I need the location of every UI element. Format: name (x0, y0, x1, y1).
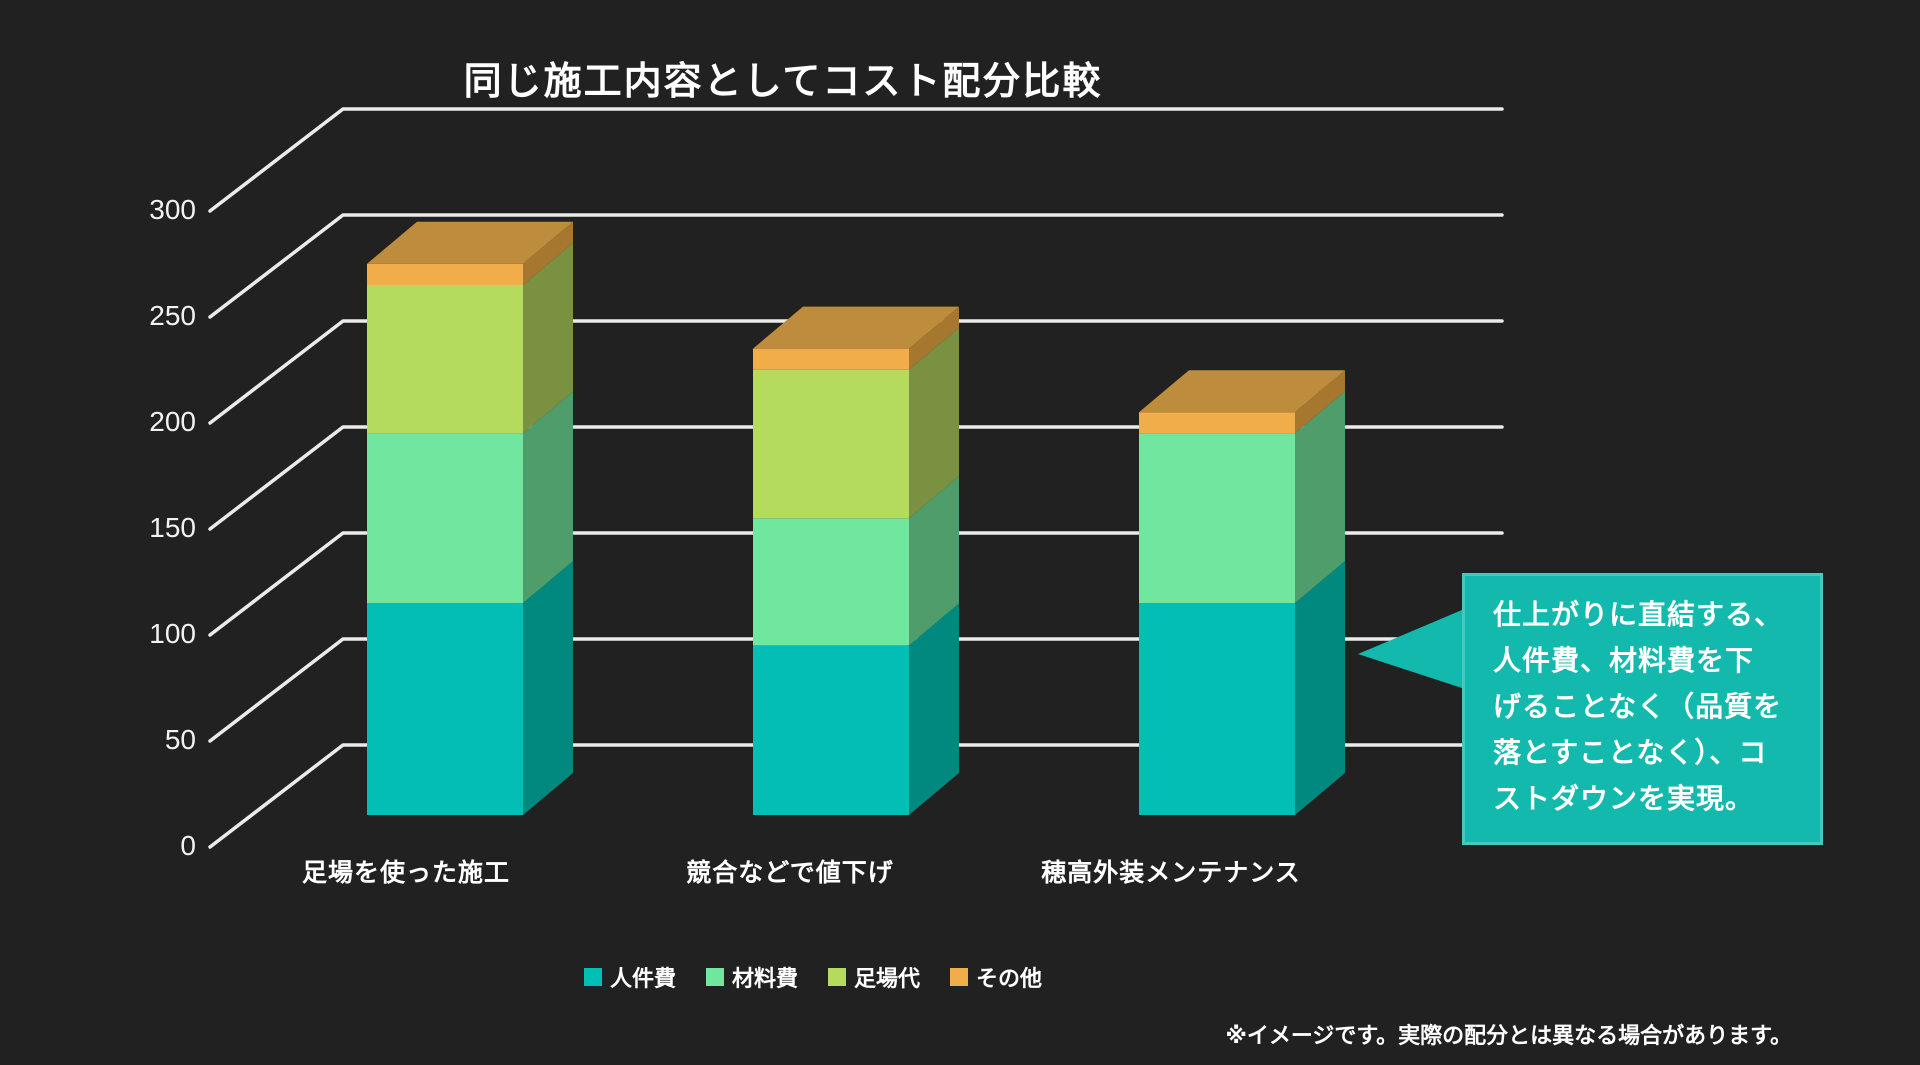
y-tick-label: 200 (149, 406, 196, 437)
legend-label: 人件費 (610, 966, 677, 991)
legend: 人件費 材料費 足場代 その他 (584, 961, 1042, 993)
legend-label: 足場代 (854, 966, 921, 991)
callout-text-line: ストダウンを実現。 (1493, 783, 1755, 814)
legend-label: その他 (976, 966, 1043, 991)
footnote: ※イメージです。実際の配分とは異なる場合があります。 (1225, 1023, 1792, 1048)
legend-item: その他 (950, 961, 1042, 993)
legend-swatch-icon (828, 968, 847, 986)
chart-title: 同じ施工内容としてコスト配分比較 (463, 61, 1103, 103)
y-tick-label: 300 (149, 194, 196, 225)
legend-label: 材料費 (732, 966, 799, 991)
legend-swatch-icon (950, 968, 969, 986)
callout-text-line: 仕上がりに直結する、 (1493, 599, 1784, 630)
legend-item: 人件費 (584, 961, 676, 993)
legend-swatch-icon (706, 968, 725, 986)
legend-item: 材料費 (706, 961, 798, 993)
y-tick-label: 250 (149, 300, 196, 331)
legend-swatch-icon (584, 968, 602, 986)
y-tick-label: 0 (180, 830, 196, 861)
y-tick-label: 50 (164, 724, 196, 755)
callout-text-line: 人件費、材料費を下 (1493, 645, 1755, 676)
y-tick-label: 100 (149, 618, 196, 649)
callout-text-line: 落とすことなく）、コ (1493, 737, 1768, 768)
callout-text-line: げることなく（品質を (1493, 691, 1783, 722)
callout-speech-bubble: 仕上がりに直結する、 人件費、材料費を下 げることなく（品質を 落とすことなく）… (1462, 573, 1823, 845)
category-label: 穂高外装メンテナンス (1041, 859, 1301, 887)
category-label: 競合などで値下げ (686, 859, 894, 887)
y-tick-label: 150 (149, 512, 196, 543)
legend-item: 足場代 (828, 961, 920, 993)
category-label: 足場を使った施工 (301, 859, 510, 887)
